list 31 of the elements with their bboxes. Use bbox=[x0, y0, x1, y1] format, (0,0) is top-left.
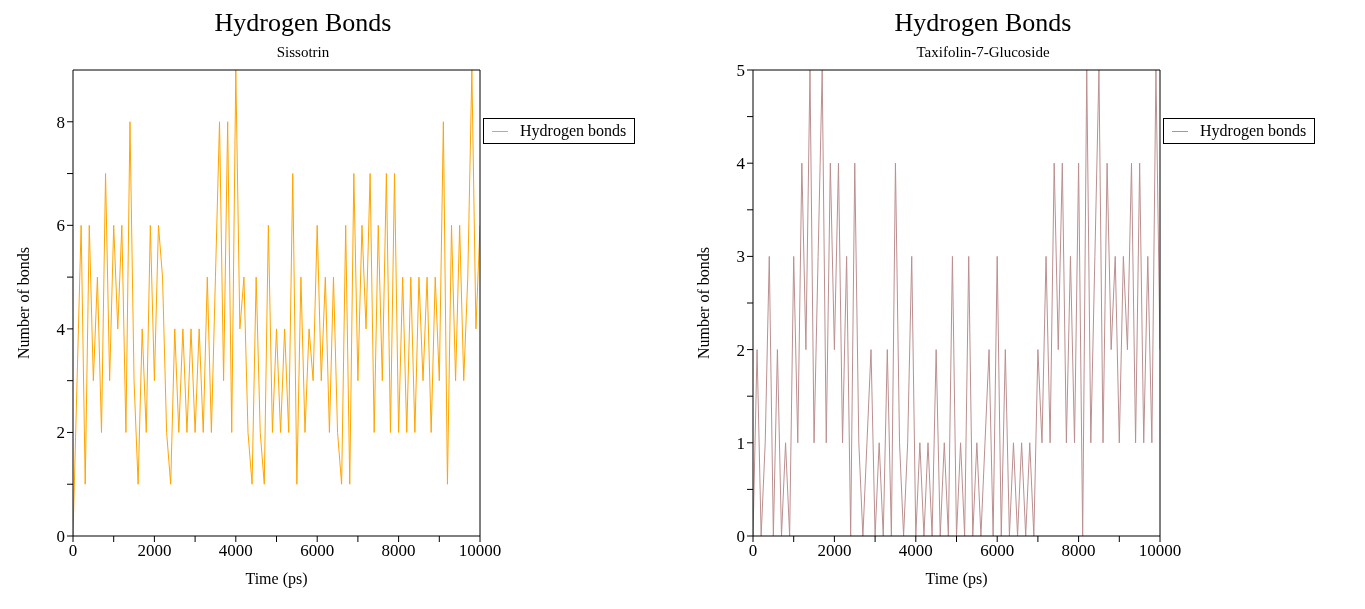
chart-title: Hydrogen Bonds bbox=[213, 8, 393, 38]
y-tick-label: 1 bbox=[736, 433, 745, 453]
legend-label: Hydrogen bonds bbox=[1200, 122, 1307, 140]
y-tick-label: 3 bbox=[736, 247, 745, 267]
y-axis-title: Number of bonds bbox=[14, 247, 32, 359]
y-tick-label: 5 bbox=[736, 61, 745, 81]
x-tick-label: 8000 bbox=[381, 541, 416, 561]
y-axis-title: Number of bonds bbox=[694, 247, 712, 359]
x-tick-label: 6000 bbox=[980, 541, 1015, 561]
chart-title: Hydrogen Bonds bbox=[893, 8, 1073, 38]
y-tick-label: 8 bbox=[56, 112, 65, 132]
x-tick-label: 8000 bbox=[1061, 541, 1096, 561]
y-tick-label: 6 bbox=[56, 216, 65, 236]
y-tick-label: 0 bbox=[56, 527, 65, 547]
x-axis-title: Time (ps) bbox=[245, 570, 308, 588]
y-tick-label: 4 bbox=[736, 154, 746, 174]
x-tick-label: 4000 bbox=[218, 541, 253, 561]
x-axis-title: Time (ps) bbox=[925, 570, 988, 588]
chart-subtitle: Sissotrin bbox=[275, 44, 331, 61]
legend-label: Hydrogen bonds bbox=[520, 122, 627, 140]
x-tick-label: 10000 bbox=[458, 541, 502, 561]
y-tick-label: 2 bbox=[56, 423, 65, 443]
y-tick-label: 0 bbox=[736, 527, 745, 547]
y-tick-label: 4 bbox=[56, 319, 66, 339]
x-tick-label: 6000 bbox=[300, 541, 335, 561]
x-tick-label: 2000 bbox=[137, 541, 172, 561]
x-tick-label: 2000 bbox=[817, 541, 852, 561]
x-tick-label: 4000 bbox=[898, 541, 933, 561]
y-tick-label: 2 bbox=[736, 340, 745, 360]
x-tick-label: 10000 bbox=[1138, 541, 1182, 561]
chart-subtitle: Taxifolin-7-Glucoside bbox=[915, 44, 1051, 61]
